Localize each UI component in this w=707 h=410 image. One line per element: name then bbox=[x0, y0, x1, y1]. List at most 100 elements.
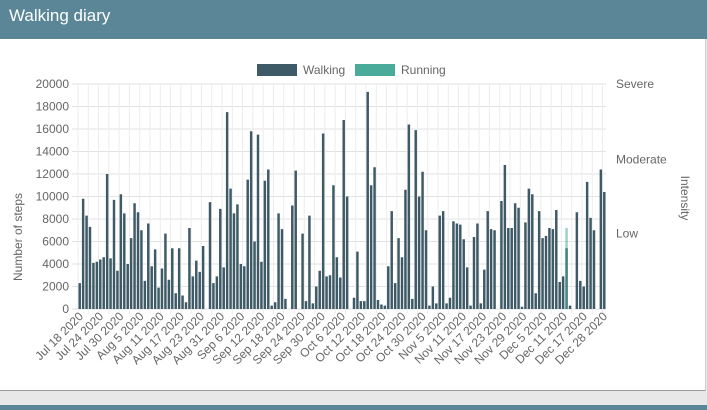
bar-walking[interactable] bbox=[448, 297, 452, 309]
bar-walking[interactable] bbox=[315, 286, 318, 310]
bar-walking[interactable] bbox=[537, 211, 541, 309]
bar-walking[interactable] bbox=[462, 239, 465, 309]
bar-walking[interactable] bbox=[147, 223, 150, 310]
bar-walking[interactable] bbox=[291, 205, 294, 310]
bar-walking[interactable] bbox=[215, 276, 219, 309]
bar-walking[interactable] bbox=[184, 302, 188, 309]
bar-walking[interactable] bbox=[119, 194, 123, 309]
bar-walking[interactable] bbox=[277, 213, 280, 309]
bar-walking[interactable] bbox=[243, 266, 246, 309]
bar-walking[interactable] bbox=[589, 217, 592, 309]
bar-walking[interactable] bbox=[417, 196, 421, 310]
bar-walking[interactable] bbox=[304, 301, 308, 309]
bar-walking[interactable] bbox=[428, 305, 431, 309]
bar-walking[interactable] bbox=[294, 170, 297, 309]
bar-walking[interactable] bbox=[582, 286, 585, 310]
bar-walking[interactable] bbox=[510, 228, 513, 309]
bar-walking[interactable] bbox=[273, 302, 277, 309]
bar-walking[interactable] bbox=[249, 131, 253, 309]
bar-walking[interactable] bbox=[99, 259, 102, 310]
bar-walking[interactable] bbox=[95, 261, 99, 309]
bar-walking[interactable] bbox=[476, 223, 479, 310]
bar-walking[interactable] bbox=[308, 215, 311, 309]
bar-walking[interactable] bbox=[267, 169, 270, 310]
bar-walking[interactable] bbox=[164, 233, 167, 309]
bar-walking[interactable] bbox=[321, 133, 325, 310]
bar-walking[interactable] bbox=[603, 192, 606, 309]
bar-walking[interactable] bbox=[483, 269, 486, 309]
bar-walking[interactable] bbox=[397, 238, 400, 309]
bar-walking[interactable] bbox=[599, 169, 603, 310]
bar-walking[interactable] bbox=[109, 258, 112, 309]
bar-walking[interactable] bbox=[500, 201, 503, 309]
bar-walking[interactable] bbox=[455, 223, 459, 310]
bar-walking[interactable] bbox=[153, 249, 157, 309]
bar-walking[interactable] bbox=[263, 180, 267, 309]
bar-walking[interactable] bbox=[188, 228, 191, 309]
bar-walking[interactable] bbox=[311, 303, 315, 309]
bar-walking[interactable] bbox=[527, 188, 531, 309]
bar-walking[interactable] bbox=[229, 188, 232, 309]
bar-walking[interactable] bbox=[85, 215, 88, 309]
bar-walking[interactable] bbox=[393, 283, 397, 309]
bar-walking[interactable] bbox=[445, 303, 448, 309]
bar-walking[interactable] bbox=[486, 211, 489, 309]
bar-walking[interactable] bbox=[339, 277, 342, 310]
bar-walking[interactable] bbox=[548, 228, 551, 309]
bar-walking[interactable] bbox=[129, 238, 133, 309]
bar-walking[interactable] bbox=[191, 276, 195, 309]
bar-walking[interactable] bbox=[359, 301, 363, 309]
bar-walking[interactable] bbox=[246, 179, 249, 309]
bar-walking[interactable] bbox=[452, 221, 455, 309]
bar-walking[interactable] bbox=[472, 237, 476, 309]
bar-walking[interactable] bbox=[541, 238, 544, 309]
bar-walking[interactable] bbox=[376, 300, 380, 309]
bar-walking[interactable] bbox=[390, 211, 393, 309]
bar-walking[interactable] bbox=[575, 212, 579, 309]
bar-walking[interactable] bbox=[78, 283, 81, 309]
bar-walking[interactable] bbox=[105, 174, 109, 309]
bar-walking[interactable] bbox=[551, 229, 555, 309]
bar-walking[interactable] bbox=[469, 305, 472, 309]
bar-walking[interactable] bbox=[92, 262, 95, 309]
bar-walking[interactable] bbox=[208, 202, 212, 309]
bar-walking[interactable] bbox=[253, 241, 256, 310]
bar-walking[interactable] bbox=[332, 185, 335, 309]
bar-walking[interactable] bbox=[177, 248, 181, 309]
bar-walking[interactable] bbox=[143, 280, 147, 309]
bar-walking[interactable] bbox=[140, 230, 143, 309]
bar-walking[interactable] bbox=[345, 196, 349, 310]
bar-walking[interactable] bbox=[531, 194, 534, 309]
bar-walking[interactable] bbox=[325, 276, 328, 309]
bar-walking[interactable] bbox=[369, 185, 373, 309]
bar-walking[interactable] bbox=[561, 276, 565, 309]
bar-walking[interactable] bbox=[507, 228, 510, 309]
bar-walking[interactable] bbox=[465, 267, 469, 309]
bar-walking[interactable] bbox=[489, 229, 493, 309]
bar-walking[interactable] bbox=[400, 257, 404, 309]
bar-walking[interactable] bbox=[441, 211, 445, 309]
bar-walking[interactable] bbox=[459, 224, 462, 309]
bar-walking[interactable] bbox=[517, 207, 520, 309]
bar-walking[interactable] bbox=[198, 271, 201, 309]
bar-walking[interactable] bbox=[411, 298, 414, 309]
bar-walking[interactable] bbox=[363, 301, 366, 309]
bar-walking[interactable] bbox=[520, 306, 524, 309]
bar-walking[interactable] bbox=[404, 189, 407, 309]
bar-walking[interactable] bbox=[112, 199, 116, 309]
bar-walking[interactable] bbox=[534, 293, 537, 309]
legend-label-running[interactable]: Running bbox=[401, 63, 446, 77]
bar-walking[interactable] bbox=[366, 91, 369, 309]
bar-walking[interactable] bbox=[373, 167, 376, 309]
bar-walking[interactable] bbox=[342, 120, 345, 309]
bar-walking[interactable] bbox=[438, 215, 441, 309]
bar-walking[interactable] bbox=[280, 229, 284, 309]
bar-walking[interactable] bbox=[301, 233, 304, 309]
bar-walking[interactable] bbox=[136, 212, 140, 309]
bar-walking[interactable] bbox=[116, 270, 119, 309]
bar-walking[interactable] bbox=[160, 268, 164, 310]
bar-walking[interactable] bbox=[335, 257, 339, 309]
bar-walking[interactable] bbox=[212, 283, 215, 309]
bar-walking[interactable] bbox=[421, 171, 424, 309]
bar-walking[interactable] bbox=[555, 210, 558, 309]
